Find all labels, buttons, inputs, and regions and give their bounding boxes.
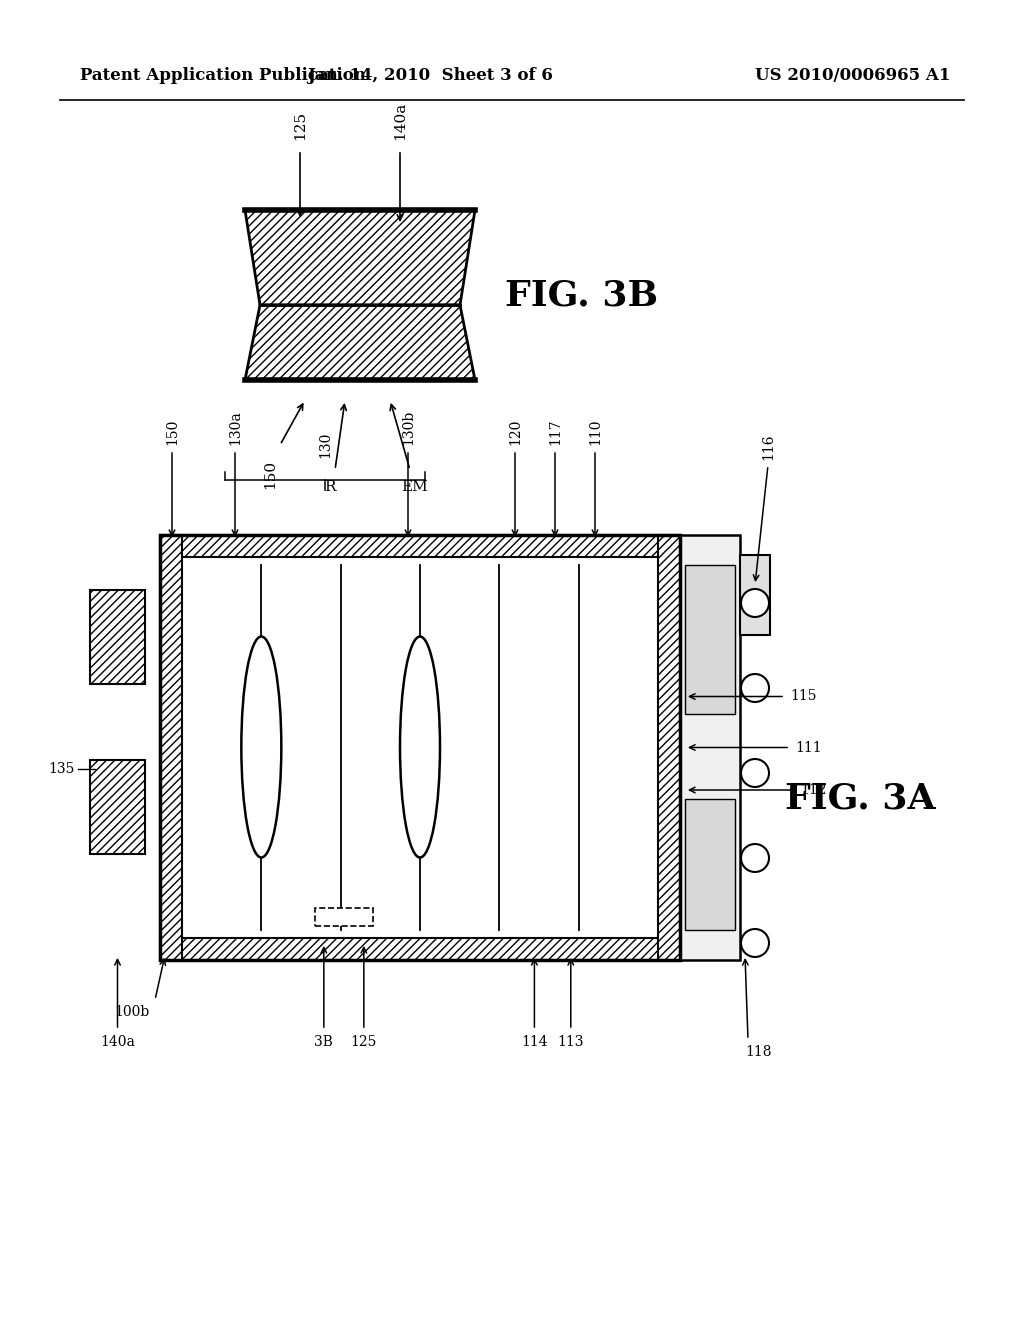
Text: 115: 115 <box>790 689 816 704</box>
Bar <box>685 565 735 714</box>
Text: EM: EM <box>401 480 428 494</box>
Circle shape <box>741 843 769 873</box>
Text: 111: 111 <box>795 741 821 755</box>
Ellipse shape <box>242 636 282 858</box>
Text: R: R <box>325 480 336 494</box>
Text: US 2010/0006965 A1: US 2010/0006965 A1 <box>755 66 950 83</box>
Text: 112: 112 <box>800 783 826 797</box>
Bar <box>160 535 680 960</box>
Text: 118: 118 <box>745 1045 771 1059</box>
Text: Patent Application Publication: Patent Application Publication <box>80 66 366 83</box>
Text: 135: 135 <box>48 762 75 776</box>
Text: 113: 113 <box>557 1035 584 1049</box>
Text: 117: 117 <box>548 418 562 445</box>
Bar <box>90 590 145 684</box>
Bar <box>160 535 680 557</box>
Bar <box>90 760 145 854</box>
Text: 130b: 130b <box>401 409 415 445</box>
Text: 150: 150 <box>165 418 179 445</box>
Text: 125: 125 <box>293 111 307 140</box>
Text: 125: 125 <box>350 1035 377 1049</box>
Text: 100b: 100b <box>115 1005 150 1019</box>
Polygon shape <box>245 305 475 380</box>
Ellipse shape <box>400 636 440 858</box>
Polygon shape <box>740 554 770 635</box>
Text: 130a: 130a <box>228 411 242 445</box>
Text: Jan. 14, 2010  Sheet 3 of 6: Jan. 14, 2010 Sheet 3 of 6 <box>307 66 553 83</box>
Circle shape <box>741 675 769 702</box>
Text: FIG. 3B: FIG. 3B <box>505 279 658 312</box>
Polygon shape <box>680 535 740 960</box>
Text: FIG. 3A: FIG. 3A <box>785 781 936 816</box>
Text: 110: 110 <box>588 418 602 445</box>
Bar <box>685 799 735 931</box>
Text: 130: 130 <box>318 432 332 458</box>
Text: 140a: 140a <box>100 1035 135 1049</box>
Bar <box>658 535 680 960</box>
Circle shape <box>741 929 769 957</box>
Text: 120: 120 <box>508 418 522 445</box>
Text: 3B: 3B <box>314 1035 333 1049</box>
Bar <box>314 908 373 927</box>
Text: 116: 116 <box>761 433 775 459</box>
Circle shape <box>741 759 769 787</box>
Text: 114: 114 <box>521 1035 548 1049</box>
Bar <box>182 557 658 939</box>
Text: 150: 150 <box>263 459 278 490</box>
Polygon shape <box>245 210 475 305</box>
Text: 140a: 140a <box>393 102 407 140</box>
Bar <box>160 535 182 960</box>
Bar <box>160 939 680 960</box>
Circle shape <box>741 589 769 616</box>
